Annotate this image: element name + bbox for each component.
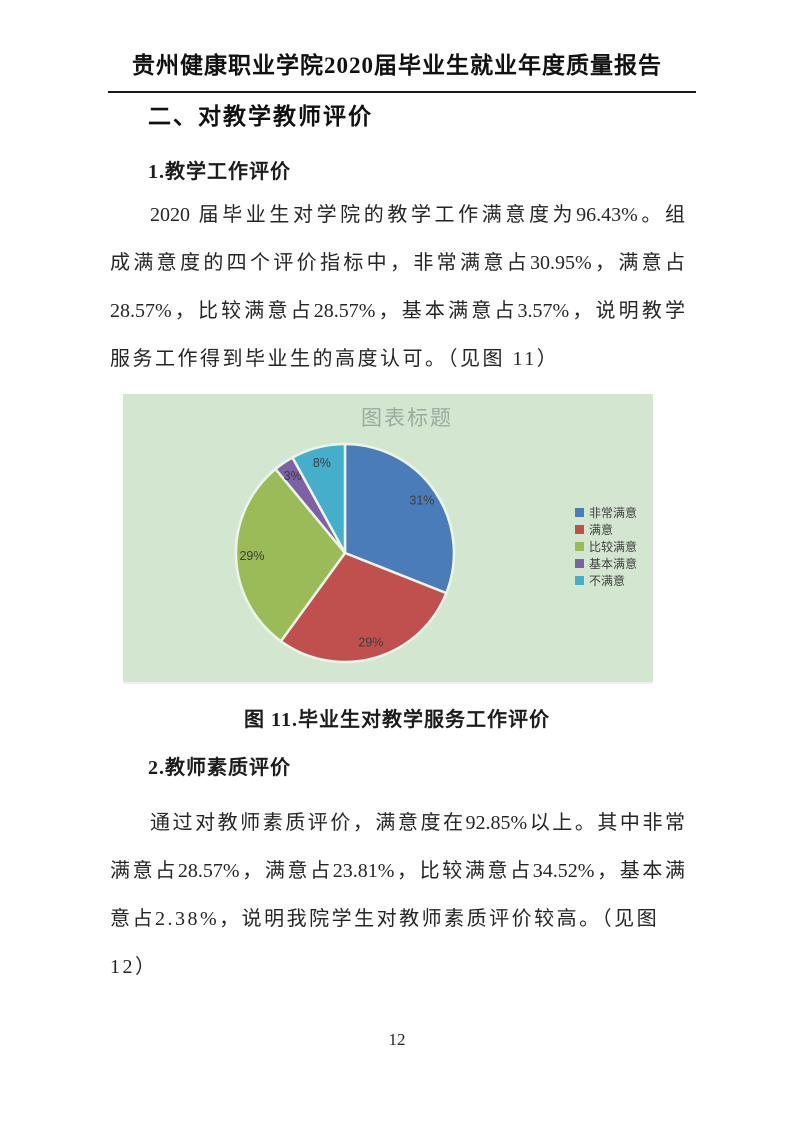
subsection-1-heading: 1.教学工作评价 — [148, 161, 291, 183]
page-title: 贵州健康职业学院2020届毕业生就业年度质量报告 — [132, 53, 662, 78]
legend-label: 基本满意 — [589, 557, 638, 571]
legend-label: 非常满意 — [589, 506, 638, 520]
pie-data-label: 31% — [409, 494, 434, 508]
paragraph-line: 满意占28.57%，满意占23.81%，比较满意占34.52%，基本满 — [110, 860, 685, 882]
pie-slice-2 — [234, 467, 347, 643]
pie-slice-1 — [279, 551, 448, 664]
legend-swatch-icon — [575, 542, 584, 551]
paragraph-line: 通过对教师素质评价，满意度在92.85%以上。其中非常 — [150, 812, 685, 834]
paragraph-line: 2020 届毕业生对学院的教学工作满意度为96.43%。组 — [150, 204, 685, 226]
legend-item-3: 基本满意 — [575, 555, 637, 572]
legend-swatch-icon — [575, 525, 584, 534]
chart-legend: 非常满意满意比较满意基本满意不满意 — [575, 504, 637, 589]
pie-data-label: 29% — [358, 635, 383, 649]
header-divider — [108, 91, 696, 93]
legend-item-4: 不满意 — [575, 572, 637, 589]
pie-data-label: 29% — [239, 549, 264, 563]
paragraph-line: 成满意度的四个评价指标中，非常满意占30.95%，满意占 — [110, 252, 685, 274]
legend-item-0: 非常满意 — [575, 504, 637, 521]
pie-slice-0 — [343, 442, 456, 595]
pie-chart: 31% 29% 29% 3% 8% — [234, 442, 456, 664]
pie-slice-4 — [291, 442, 347, 555]
legend-item-1: 满意 — [575, 521, 637, 538]
paragraph-line: 服务工作得到毕业生的高度认可。（见图 11） — [110, 348, 560, 370]
legend-swatch-icon — [575, 508, 584, 517]
legend-label: 比较满意 — [589, 540, 638, 554]
legend-label: 满意 — [589, 523, 614, 537]
pie-data-label: 8% — [313, 456, 331, 470]
paragraph-line: 28.57%，比较满意占28.57%，基本满意占3.57%，说明教学 — [110, 300, 685, 322]
paragraph-line: 意占2.38%，说明我院学生对教师素质评价较高。（见图 — [110, 908, 660, 930]
pie-data-label: 3% — [284, 469, 302, 483]
figure-caption: 图 11.毕业生对教学服务工作评价 — [244, 709, 550, 731]
legend-swatch-icon — [575, 559, 584, 568]
section-heading: 二、对教学教师评价 — [148, 103, 373, 129]
subsection-2-heading: 2.教师素质评价 — [148, 757, 291, 779]
paragraph-2: 通过对教师素质评价，满意度在92.85%以上。其中非常 满意占28.57%，满意… — [110, 799, 685, 991]
chart-title: 图表标题 — [361, 406, 453, 430]
legend-item-2: 比较满意 — [575, 538, 637, 555]
page-number: 12 — [388, 1030, 406, 1049]
pie-chart-figure: 图表标题 31% 29% 29% 3% 8% 非常满意满意比较满意基本满意不满意 — [123, 394, 653, 682]
legend-swatch-icon — [575, 576, 584, 585]
paragraph-line: 12） — [110, 956, 158, 978]
paragraph-1: 2020 届毕业生对学院的教学工作满意度为96.43%。组 成满意度的四个评价指… — [110, 191, 685, 383]
legend-label: 不满意 — [589, 574, 626, 588]
